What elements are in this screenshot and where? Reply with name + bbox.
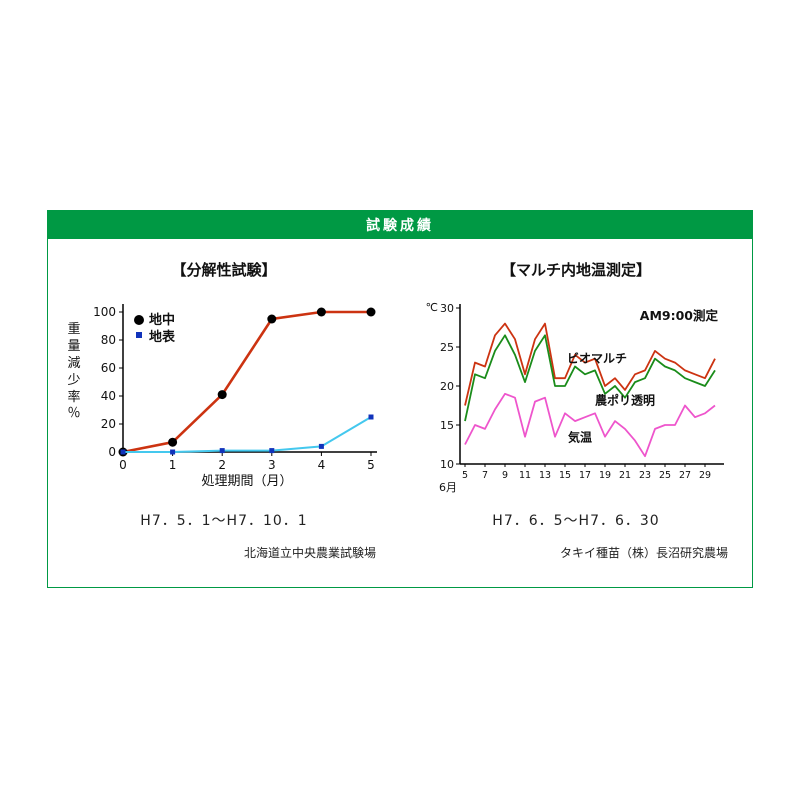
decomposition-section: 【分解性試験】 重 量 減 少 率 ％ 0 20 40 60 80 100 0 1 2 3 4 5 処理… <box>48 239 400 561</box>
svg-text:地中: 地中 <box>149 312 175 328</box>
svg-text:3: 3 <box>268 458 276 472</box>
temperature-chart-row: 10 15 20 25 30 ℃ 5 7 9 11 13 15 17 19 21 23 25 27 29 6月 AM9:… <box>424 294 729 506</box>
decomposition-chart-row: 重 量 減 少 率 ％ 0 20 40 60 80 100 0 1 2 3 4 5 処理期間（月） 地中地… <box>65 294 383 506</box>
panel-title: 試験成績 <box>366 218 434 234</box>
svg-text:15: 15 <box>558 470 570 481</box>
svg-text:2: 2 <box>218 458 226 472</box>
svg-text:30: 30 <box>440 302 454 315</box>
svg-text:27: 27 <box>678 470 690 481</box>
svg-text:21: 21 <box>618 470 630 481</box>
panel-header: 試験成績 <box>48 211 752 239</box>
svg-text:9: 9 <box>501 470 507 481</box>
svg-text:20: 20 <box>440 380 454 393</box>
svg-text:40: 40 <box>101 389 116 403</box>
svg-text:29: 29 <box>698 470 710 481</box>
temperature-title: 【マルチ内地温測定】 <box>500 261 651 279</box>
svg-text:AM9:00測定: AM9:00測定 <box>639 308 718 323</box>
decomposition-title: 【分解性試験】 <box>171 261 277 279</box>
test-results-panel: 試験成績 【分解性試験】 重 量 減 少 率 ％ 0 20 40 60 80 100 0 1 2… <box>47 210 753 588</box>
svg-text:気温: 気温 <box>568 429 592 444</box>
temperature-section: 【マルチ内地温測定】 10 15 20 25 30 ℃ 5 7 9 11 13 15 17 19 21 23 2… <box>400 239 752 561</box>
temperature-period: H7．6．5〜H7．6．30 <box>492 513 660 529</box>
svg-text:17: 17 <box>578 470 590 481</box>
svg-text:60: 60 <box>101 361 116 375</box>
svg-text:19: 19 <box>598 470 610 481</box>
svg-text:0: 0 <box>119 458 127 472</box>
svg-text:100: 100 <box>93 305 116 319</box>
svg-text:地表: 地表 <box>149 329 176 345</box>
svg-text:13: 13 <box>538 470 550 481</box>
svg-text:0: 0 <box>108 445 116 459</box>
temperature-source: タキイ種苗（株）長沼研究農場 <box>559 546 728 560</box>
svg-text:23: 23 <box>638 470 650 481</box>
decomposition-y-axis-label: 重 量 減 少 率 ％ <box>67 322 81 422</box>
svg-text:農ポリ透明: 農ポリ透明 <box>595 393 655 408</box>
svg-text:15: 15 <box>440 419 454 432</box>
decomposition-period: H7．5．1〜H7．10．1 <box>140 513 308 529</box>
svg-text:5: 5 <box>461 470 467 481</box>
decomposition-source: 北海道立中央農業試験場 <box>243 546 376 560</box>
svg-text:20: 20 <box>101 417 116 431</box>
svg-text:25: 25 <box>440 341 454 354</box>
svg-text:処理期間（月）: 処理期間（月） <box>201 474 292 489</box>
svg-text:10: 10 <box>440 458 454 471</box>
svg-text:25: 25 <box>658 470 670 481</box>
svg-text:80: 80 <box>101 333 116 347</box>
svg-text:ビオマルチ: ビオマルチ <box>567 351 627 366</box>
svg-text:6月: 6月 <box>439 481 457 494</box>
svg-text:℃: ℃ <box>425 301 437 314</box>
svg-text:11: 11 <box>518 470 530 481</box>
svg-text:5: 5 <box>367 458 375 472</box>
svg-text:4: 4 <box>318 458 326 472</box>
svg-text:1: 1 <box>169 458 177 472</box>
svg-text:7: 7 <box>481 470 487 481</box>
temperature-chart: 10 15 20 25 30℃ 5 7 9 11 13 15 17 19 21 23 25 27 29 6月 AM9:… <box>425 301 724 494</box>
panel-body: 【分解性試験】 重 量 減 少 率 ％ 0 20 40 60 80 100 0 1 2 3 4 5 処理… <box>48 239 752 561</box>
